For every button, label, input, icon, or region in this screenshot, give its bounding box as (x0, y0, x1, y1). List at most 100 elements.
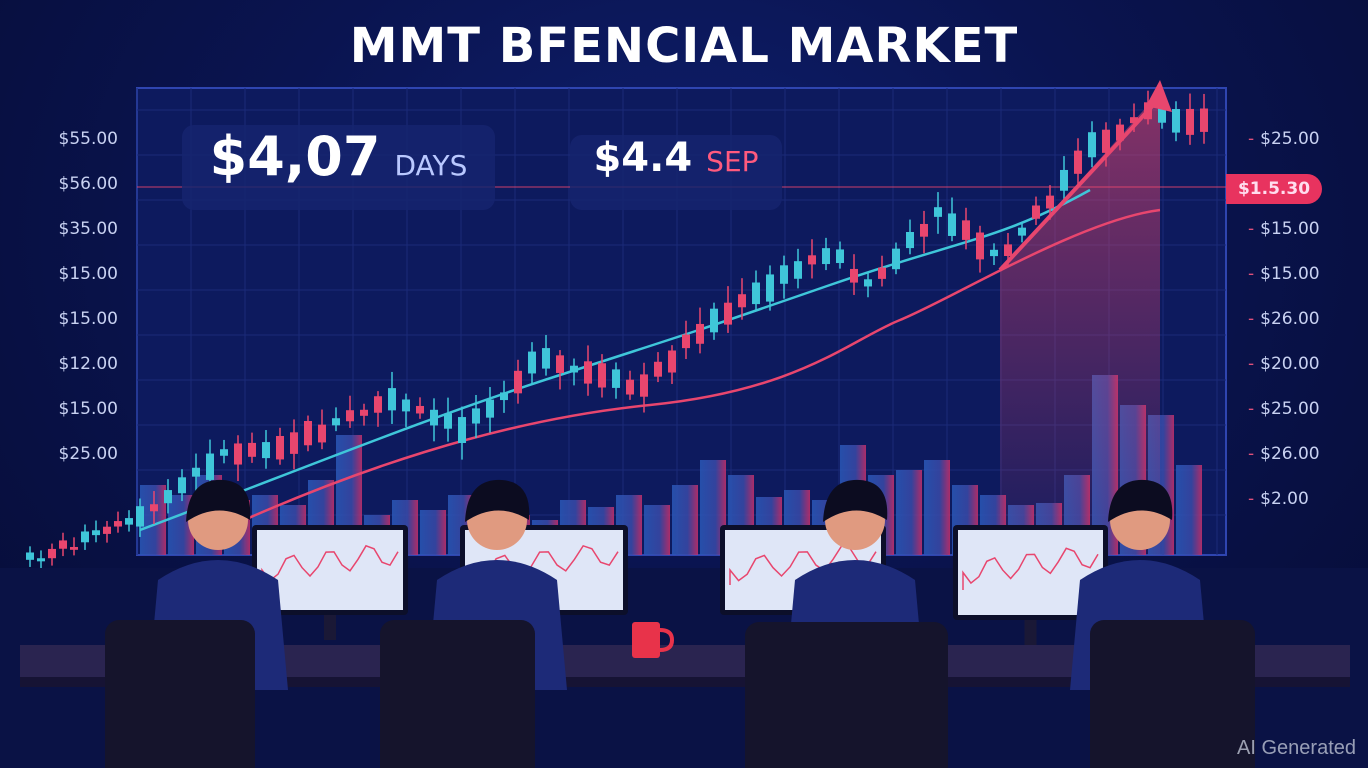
candle (70, 546, 78, 550)
left-axis-label: $55.00 (58, 129, 118, 149)
right-axis-label: - $15.00 (1248, 264, 1320, 284)
candle (542, 348, 550, 369)
candle (150, 504, 158, 512)
chair (1090, 620, 1255, 768)
right-axis-value: $20.00 (1260, 354, 1320, 374)
candle (696, 323, 704, 344)
right-axis-value: $15.00 (1260, 264, 1320, 284)
candle (178, 477, 186, 494)
stat-card-sep: $4.4 SEP (570, 135, 782, 210)
candle (262, 442, 270, 459)
left-axis-label: $35.00 (58, 219, 118, 239)
candle (794, 261, 802, 279)
monitor-screen (257, 530, 403, 610)
person-hair (186, 479, 251, 522)
candle (1032, 205, 1040, 219)
candle (612, 369, 620, 388)
chair (745, 622, 948, 768)
traders (105, 479, 1255, 768)
candle (206, 453, 214, 480)
person-hair (823, 479, 888, 522)
candle (1172, 109, 1180, 133)
stat-unit: SEP (706, 145, 759, 178)
candle (125, 518, 133, 525)
moving-average-red (199, 208, 1161, 542)
axis-tick: - (1248, 309, 1255, 329)
candle (640, 374, 648, 397)
stat-value: $4,07 (209, 125, 381, 188)
candle (220, 449, 228, 456)
chair (105, 620, 255, 768)
candle (836, 249, 844, 264)
candle (934, 207, 942, 217)
candle (26, 552, 34, 560)
candle (570, 365, 578, 373)
candle (1088, 132, 1096, 158)
candle (81, 531, 89, 543)
chair (380, 620, 535, 768)
person-hair (1108, 479, 1173, 522)
left-axis-label: $15.00 (58, 264, 118, 284)
trend-area (1000, 92, 1160, 555)
right-axis-label: - $26.00 (1248, 309, 1320, 329)
candle (738, 294, 746, 308)
candle (584, 361, 592, 384)
candle (1116, 124, 1124, 141)
right-axis-label: - $20.00 (1248, 354, 1320, 374)
arrow-head-icon (1146, 80, 1172, 112)
right-axis-label: - $25.00 (1248, 129, 1320, 149)
candle (654, 361, 662, 377)
axis-tick: - (1248, 444, 1255, 464)
candle (37, 558, 45, 562)
candle (514, 370, 522, 394)
right-axis-value: $26.00 (1260, 444, 1320, 464)
candle (248, 442, 256, 457)
candle (1060, 169, 1068, 191)
candlesticks (26, 90, 1208, 569)
right-axis-label: - $15.00 (1248, 219, 1320, 239)
trend-arrow-icon (998, 98, 1160, 272)
candle (990, 249, 998, 257)
watermark: AI Generated (1237, 737, 1356, 759)
screen-chart (962, 547, 1099, 590)
candle (1018, 227, 1026, 236)
candle (388, 388, 396, 411)
axis-tick: - (1248, 129, 1255, 149)
candle (1074, 150, 1082, 174)
candle (416, 405, 424, 414)
candle (556, 355, 564, 373)
right-axis-label: - $25.00 (1248, 399, 1320, 419)
candle (192, 467, 200, 477)
right-axis-value: $15.00 (1260, 219, 1320, 239)
coffee-mug-icon (632, 622, 675, 658)
candle (724, 302, 732, 325)
page-title: MMT BFENCIAL MARKET (349, 18, 1019, 74)
candle (458, 417, 466, 443)
candle (710, 308, 718, 333)
candle (1130, 117, 1138, 124)
candle (766, 274, 774, 302)
candle (402, 399, 410, 412)
candle (976, 232, 984, 260)
candle (752, 282, 760, 305)
candle (1158, 107, 1166, 123)
axis-tick: - (1248, 219, 1255, 239)
left-axis-label: $56.00 (58, 174, 118, 194)
candle (1004, 244, 1012, 257)
candle (962, 220, 970, 240)
candle (136, 506, 144, 527)
right-axis-value: $26.00 (1260, 309, 1320, 329)
candle (318, 424, 326, 443)
candle (1186, 108, 1194, 135)
candle (234, 443, 242, 465)
volume-bar (420, 510, 446, 555)
candle (164, 490, 172, 504)
candle (892, 248, 900, 270)
volume-bar (924, 460, 950, 555)
right-axis-label: - $26.00 (1248, 444, 1320, 464)
candle (360, 409, 368, 416)
candle (1046, 195, 1054, 209)
candle (850, 268, 858, 283)
candle (878, 267, 886, 279)
